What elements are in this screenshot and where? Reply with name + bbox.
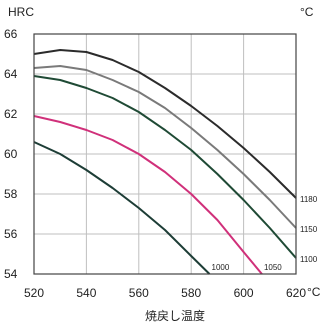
y-tick-labels: 54 56 58 60 62 64 66	[4, 27, 18, 281]
x-tick-label: 580	[181, 286, 201, 300]
y-tick-label: 60	[4, 147, 18, 161]
series-tag-1050: 1050	[264, 263, 282, 272]
x-axis-label: 焼戻し温度	[145, 308, 205, 323]
series-tag-1150: 1150	[300, 225, 318, 234]
grid	[33, 33, 297, 275]
series-tag-1000: 1000	[212, 263, 230, 272]
series-line-1050	[33, 115, 263, 275]
x-tick-label: 560	[129, 286, 149, 300]
y-tick-label: 54	[4, 267, 18, 281]
series-lines	[33, 49, 297, 275]
series-tag-1100: 1100	[300, 255, 318, 264]
series-line-1180	[33, 49, 297, 199]
y-tick-label: 64	[4, 67, 18, 81]
x-tick-label: 520	[24, 286, 44, 300]
x-tick-label: 540	[76, 286, 96, 300]
y-tick-label: 66	[4, 27, 18, 41]
plot-frame	[33, 33, 297, 275]
series-tag-1180: 1180	[300, 195, 318, 204]
corner-unit-label: °C	[300, 5, 314, 19]
y-tick-label: 58	[4, 187, 18, 201]
series-line-1000	[33, 141, 211, 275]
x-tick-label: 600	[234, 286, 254, 300]
series-line-1150	[33, 65, 297, 229]
y-tick-label: 62	[4, 107, 18, 121]
series-tags: 1180 1150 1100 1050 1000	[212, 195, 318, 272]
y-tick-label: 56	[4, 227, 18, 241]
x-axis-unit: °C	[307, 285, 321, 299]
y-axis-label: HRC	[8, 5, 34, 19]
x-tick-labels: 520 540 560 580 600 620	[24, 286, 306, 300]
series-line-1100	[33, 75, 297, 259]
x-tick-label: 620	[286, 286, 306, 300]
